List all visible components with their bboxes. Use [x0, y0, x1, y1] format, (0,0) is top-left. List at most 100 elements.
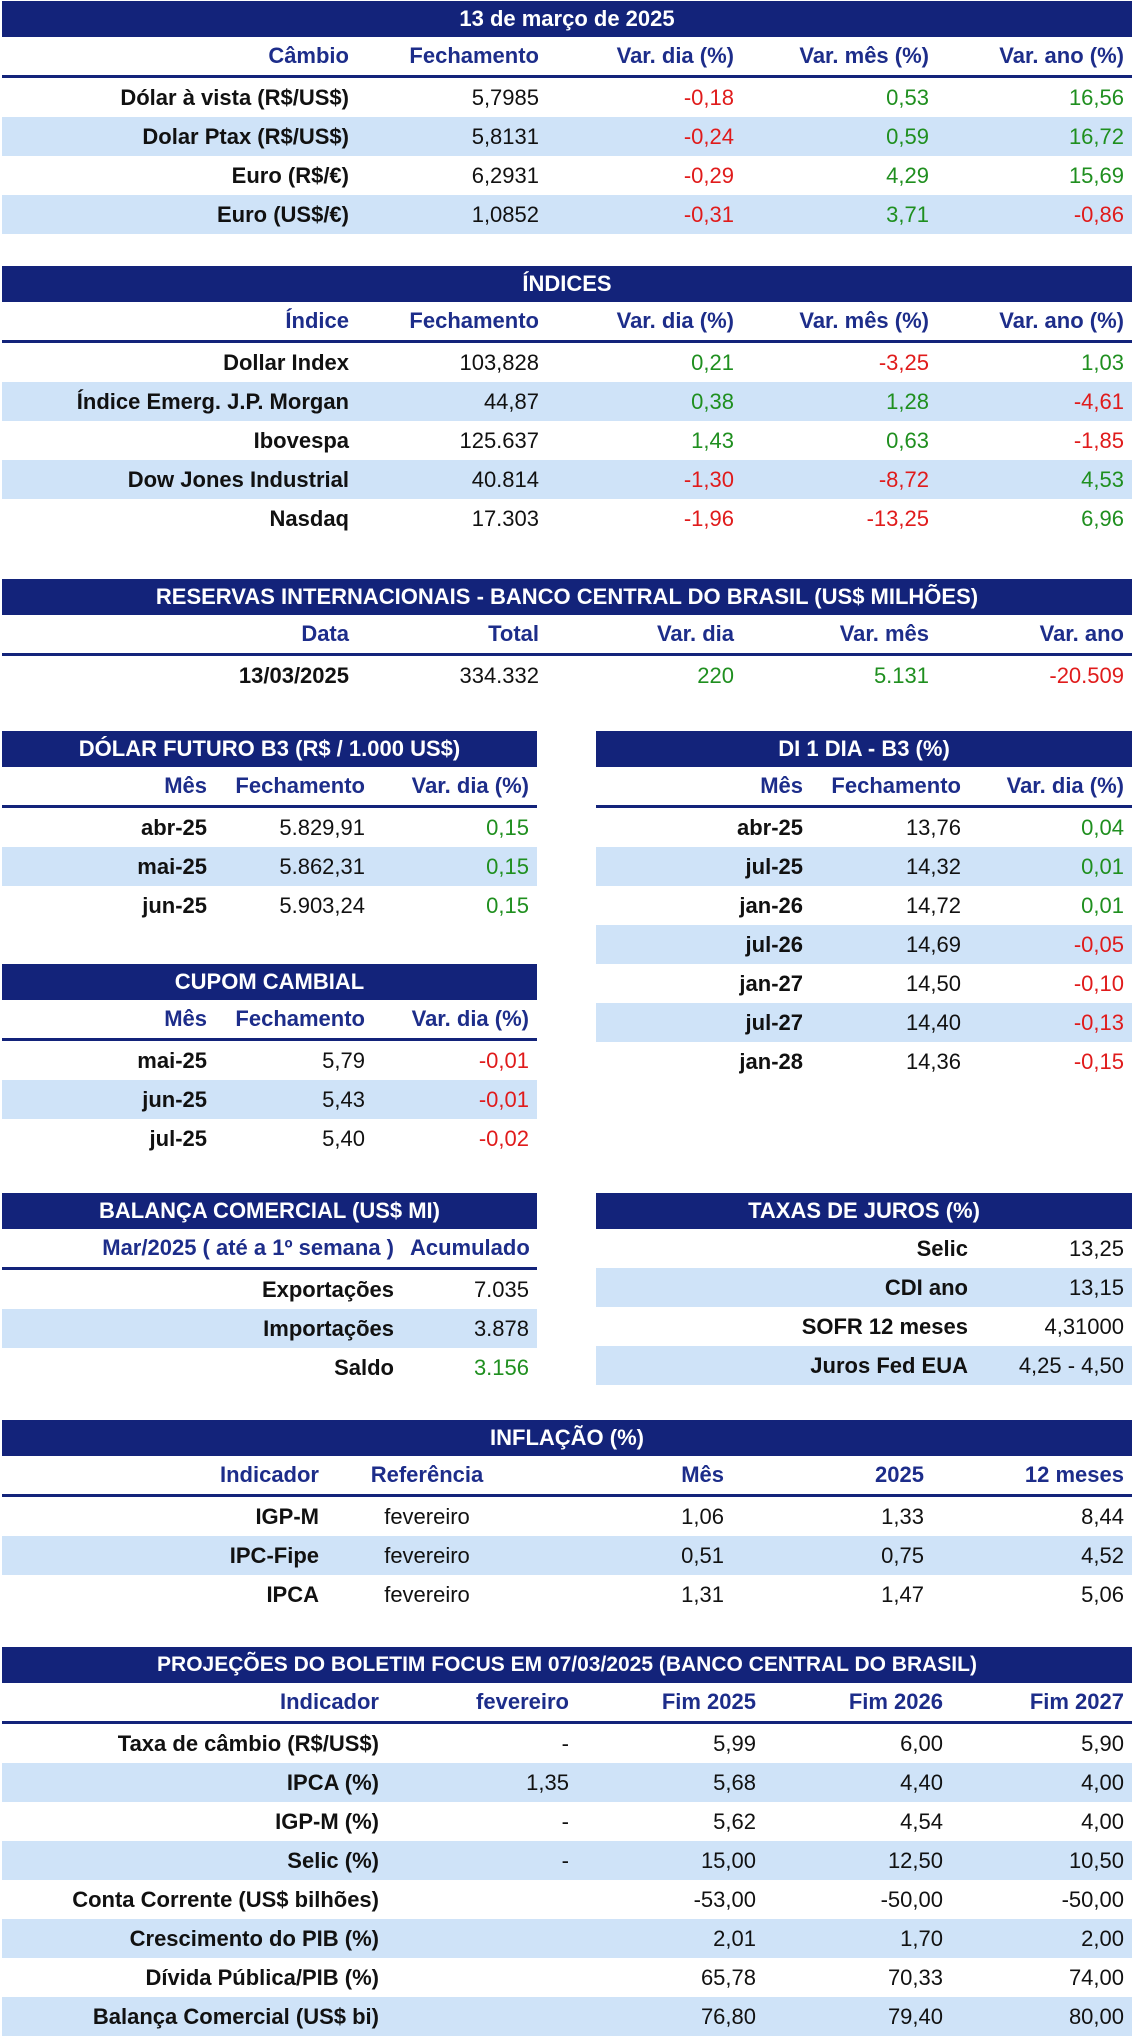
juros-cell: 4,25 - 4,50 — [976, 1346, 1132, 1385]
di1-row-label: jul-26 — [596, 925, 811, 964]
dolar_futuro-cell: 5.862,31 — [215, 847, 373, 886]
focus-title: PROJEÇÕES DO BOLETIM FOCUS EM 07/03/2025… — [2, 1647, 1132, 1683]
focus-cell: 74,00 — [1068, 1964, 1124, 1990]
inflacao-header-row: Indicador Referência Mês 2025 12 meses — [2, 1456, 1132, 1497]
focus-col-header: Indicador — [2, 1683, 387, 1724]
inflacao-title: INFLAÇÃO (%) — [2, 1420, 1132, 1456]
table-row: Dólar à vista (R$/US$) 5,7985 -0,18 0,53 16,… — [2, 77, 1132, 118]
cambio-col-header: Fechamento — [357, 37, 547, 78]
inflacao-cell: fevereiro — [384, 1503, 470, 1529]
reservas-col-header: Total — [357, 615, 547, 656]
juros-cell: 13,25 — [1068, 1235, 1124, 1261]
cupom-section: CUPOM CAMBIAL Mês Fechamento Var. dia (%) … — [2, 964, 537, 1158]
focus-cell: 5,68 — [577, 1763, 764, 1802]
inflacao-col-header: Indicador — [2, 1456, 327, 1497]
table-row: IGP-M (%) - 5,62 4,54 4,00 — [2, 1802, 1132, 1841]
table-row: jan-28 14,36 -0,15 — [596, 1042, 1132, 1081]
focus-cell: - — [561, 1808, 569, 1834]
table-row: Selic (%) -15,00 12,50 10,50 — [2, 1841, 1132, 1880]
reservas-header-row: Data Total Var. dia Var. mês Var. ano — [2, 615, 1132, 656]
focus-cell: 4,00 — [951, 1763, 1132, 1802]
focus-cell: -50,00 — [880, 1886, 943, 1912]
di1-row-label: jan-28 — [739, 1048, 803, 1074]
cambio-cell: 15,69 — [1068, 162, 1124, 188]
di1-cell: 14,32 — [811, 847, 969, 886]
table-row: Dow Jones Industrial 40.814 -1,30 -8,72 4,53 — [2, 460, 1132, 499]
juros-section: TAXAS DE JUROS (%) Selic 13,25 CDI ano 13,1… — [596, 1193, 1132, 1385]
di1-section: DI 1 DIA - B3 (%) Mês Fechamento Var. dia … — [596, 731, 1132, 1081]
table-row: 13/03/2025 334.332 220 5.131 -20.509 — [2, 655, 1132, 696]
juros-title: TAXAS DE JUROS (%) — [596, 1193, 1132, 1229]
table-row: Dolar Ptax (R$/US$) 5,8131 -0,24 0,59 16,72 — [2, 117, 1132, 156]
reservas-section: RESERVAS INTERNACIONAIS - BANCO CENTRAL … — [2, 579, 1132, 695]
focus-cell — [387, 1958, 577, 1997]
di1-row-label: jul-25 — [596, 847, 811, 886]
indices-row-label: Dow Jones Industrial — [2, 460, 357, 499]
focus-cell: 76,80 — [577, 1997, 764, 2036]
inflacao-cell: 1,06 — [681, 1503, 724, 1529]
inflacao-cell: fevereiro — [327, 1536, 527, 1575]
di1-row-label: jan-27 — [739, 970, 803, 996]
focus-cell: 1,70 — [764, 1919, 951, 1958]
cambio-cell: -0,24 — [547, 117, 742, 156]
dolar_futuro-cell: 5.903,24 — [279, 892, 365, 918]
cambio-cell: 1,0852 — [357, 195, 547, 234]
inflacao-col-header: Mês — [527, 1456, 732, 1497]
cambio-title: 13 de março de 2025 — [2, 1, 1132, 37]
table-row: IGP-M fevereiro 1,06 1,33 8,44 — [2, 1496, 1132, 1537]
focus-row-label: Dívida Pública/PIB (%) — [145, 1964, 380, 1990]
inflacao-cell: fevereiro — [384, 1581, 470, 1607]
table-row: IPC-Fipe fevereiro 0,51 0,75 4,52 — [2, 1536, 1132, 1575]
cambio-row-label: Dólar à vista (R$/US$) — [120, 84, 349, 110]
dolar_futuro-col-header: Var. dia (%) — [373, 767, 537, 808]
indices-col-header: Índice — [2, 302, 357, 343]
dolar_futuro-cell: 0,15 — [486, 892, 529, 918]
juros-row-label: SOFR 12 meses — [801, 1313, 968, 1339]
focus-cell: 2,00 — [951, 1919, 1132, 1958]
di1-row-label: jul-27 — [596, 1003, 811, 1042]
inflacao-cell: 1,47 — [881, 1581, 924, 1607]
cambio-cell: 4,29 — [886, 162, 929, 188]
dolar_futuro-cell: 0,15 — [373, 847, 537, 886]
focus-table: Indicador fevereiro Fim 2025 Fim 2026 Fim 20… — [2, 1683, 1132, 2036]
focus-row-label: Conta Corrente (US$ bilhões) — [72, 1886, 379, 1912]
focus-cell: - — [561, 1730, 569, 1756]
balanca-cell: 7.035 — [473, 1276, 529, 1302]
focus-section: PROJEÇÕES DO BOLETIM FOCUS EM 07/03/2025… — [2, 1647, 1132, 2036]
cambio-row-label: Euro (R$/€) — [231, 162, 349, 188]
focus-row-label: Crescimento do PIB (%) — [2, 1919, 387, 1958]
juros-cell: 4,31000 — [1044, 1313, 1124, 1339]
inflacao-cell: 5,06 — [1081, 1581, 1124, 1607]
dolar_futuro-cell: 0,15 — [486, 814, 529, 840]
juros-cell: 13,15 — [976, 1268, 1132, 1307]
table-row: Euro (US$/€) 1,0852 -0,31 3,71 -0,86 — [2, 195, 1132, 234]
table-row: Nasdaq 17.303 -1,96 -13,25 6,96 — [2, 499, 1132, 538]
cambio-cell: -0,18 — [683, 84, 734, 110]
focus-col-header: fevereiro — [387, 1683, 577, 1724]
table-row: Índice Emerg. J.P. Morgan 44,87 0,38 1,28 -4… — [2, 382, 1132, 421]
indices-row-label: Ibovespa — [253, 427, 349, 453]
cambio-col-header: Var. mês (%) — [742, 37, 937, 78]
cambio-col-header: Var. ano (%) — [937, 37, 1132, 78]
focus-cell: -50,00 — [1061, 1886, 1124, 1912]
reservas-col-header: Data — [2, 615, 357, 656]
table-row: mai-25 5,79 -0,01 — [2, 1040, 537, 1081]
reservas-row-label: 13/03/2025 — [238, 662, 349, 688]
indices-section: ÍNDICES Índice Fechamento Var. dia (%) Var.… — [2, 266, 1132, 538]
dolar_futuro-cell: 5.829,91 — [279, 814, 365, 840]
table-row: abr-25 13,76 0,04 — [596, 807, 1132, 848]
cambio-cell: -0,86 — [937, 195, 1132, 234]
table-row: Selic 13,25 — [596, 1229, 1132, 1268]
cambio-row-label: Dolar Ptax (R$/US$) — [2, 117, 357, 156]
inflacao-table: Indicador Referência Mês 2025 12 meses IGP-M… — [2, 1456, 1132, 1614]
focus-cell: 80,00 — [951, 1997, 1132, 2036]
balanca-row-label: Exportações — [261, 1276, 394, 1302]
di1-title: DI 1 DIA - B3 (%) — [596, 731, 1132, 767]
cambio-cell: 16,72 — [937, 117, 1132, 156]
indices-col-header: Var. mês (%) — [742, 302, 937, 343]
inflacao-col-header: Referência — [327, 1456, 527, 1497]
cambio-cell: 3,71 — [742, 195, 937, 234]
cupom-cell: 5,43 — [215, 1080, 373, 1119]
focus-cell: 70,33 — [887, 1964, 943, 1990]
indices-cell: 0,21 — [691, 349, 734, 375]
